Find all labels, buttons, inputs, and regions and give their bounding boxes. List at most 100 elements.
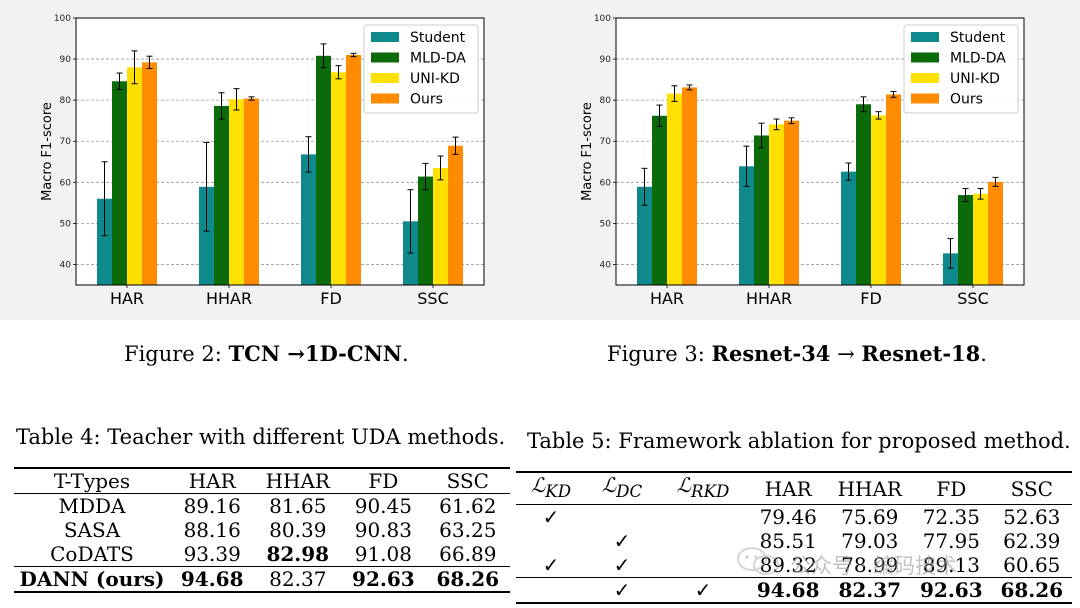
table-5-header-row: ℒKD ℒDC ℒRKD HAR HHAR FD SSC bbox=[516, 472, 1072, 505]
legend-label: Ours bbox=[950, 92, 983, 108]
y-tick-label: 40 bbox=[600, 260, 612, 270]
bar-uni-kd-har bbox=[667, 93, 682, 285]
table-cell: SASA bbox=[63, 518, 121, 542]
table-5-header-lrkd: ℒRKD bbox=[658, 472, 748, 505]
legend-label: UNI-KD bbox=[950, 71, 1000, 87]
table-cell: 61.62 bbox=[439, 494, 497, 518]
table-cell: 80.39 bbox=[269, 518, 327, 542]
loss-symbol: ℒ bbox=[676, 473, 692, 497]
legend-swatch bbox=[911, 52, 939, 63]
y-axis-label: Macro F1-score bbox=[40, 102, 55, 201]
table-cell: 91.08 bbox=[354, 542, 412, 566]
bar-uni-kd-ssc bbox=[973, 193, 988, 285]
legend-swatch bbox=[371, 52, 399, 63]
table-4-header-row: T-Types HAR HHAR FD SSC bbox=[14, 468, 510, 494]
bar-student-har bbox=[637, 186, 652, 285]
table-4-header: FD bbox=[368, 469, 399, 493]
bar-mld-da-hhar bbox=[754, 135, 769, 285]
table-5-header-lkd: ℒKD bbox=[516, 472, 586, 505]
bar-uni-kd-fd bbox=[331, 72, 346, 286]
legend-swatch bbox=[911, 32, 939, 42]
table-row: SASA 88.16 80.39 90.83 63.25 bbox=[14, 518, 510, 542]
legend-label: Ours bbox=[410, 92, 443, 108]
table-cell: 93.39 bbox=[183, 542, 241, 566]
x-tick-label: SSC bbox=[957, 289, 988, 308]
table-cell: 92.63 bbox=[920, 578, 983, 602]
table-4: T-Types HAR HHAR FD SSC MDDA 89.16 81.65… bbox=[14, 467, 510, 593]
wechat-watermark-icon bbox=[737, 547, 779, 575]
table-cell: 60.65 bbox=[1003, 553, 1061, 577]
table-row: DANN (ours) 94.68 82.37 92.63 68.26 bbox=[14, 566, 510, 592]
bar-mld-da-fd bbox=[856, 104, 871, 285]
table-cell: 88.16 bbox=[183, 518, 241, 542]
bar-mld-da-fd bbox=[316, 55, 331, 285]
bar-mld-da-har bbox=[652, 115, 667, 285]
table-cell: ✓ bbox=[694, 578, 712, 602]
bar-mld-da-ssc bbox=[958, 195, 973, 285]
bar-uni-kd-har bbox=[127, 67, 142, 286]
figure-3-caption-bold-b: Resnet-18 bbox=[861, 341, 981, 366]
table-row: ✓ ✓ 94.68 82.37 92.63 68.26 bbox=[516, 577, 1072, 604]
legend-label: MLD-DA bbox=[410, 51, 466, 67]
table-4-header: HAR bbox=[188, 469, 236, 493]
bar-student-ssc bbox=[943, 253, 958, 285]
table-cell: ✓ bbox=[542, 553, 560, 577]
bar-ours-hhar bbox=[784, 120, 799, 285]
legend-swatch bbox=[371, 32, 399, 42]
table-cell: 72.35 bbox=[922, 505, 980, 529]
figure-2-caption-prefix: Figure 2: bbox=[124, 342, 229, 366]
y-tick-label: 80 bbox=[600, 96, 612, 106]
bar-uni-kd-hhar bbox=[229, 99, 244, 285]
figure-3-caption: Figure 3: Resnet-34 → Resnet-18. bbox=[607, 341, 987, 366]
figure-3: 40 50 60 70 80 90 100 HAR HHAR FD SSC Macro F1-scor… bbox=[540, 0, 1080, 320]
table-cell bbox=[516, 529, 586, 553]
x-tick-label: HAR bbox=[650, 289, 684, 308]
table-cell: 79.03 bbox=[841, 529, 899, 553]
bar-student-hhar bbox=[739, 166, 754, 285]
figure-3-caption-suffix: . bbox=[980, 342, 987, 366]
table-cell: 75.69 bbox=[841, 505, 899, 529]
loss-subscript: KD bbox=[545, 482, 572, 501]
bar-ours-har bbox=[142, 62, 157, 286]
table-cell bbox=[658, 505, 748, 530]
bar-uni-kd-ssc bbox=[433, 167, 448, 285]
table-cell: ✓ bbox=[613, 578, 631, 602]
table-cell: 62.39 bbox=[1003, 529, 1061, 553]
table-5-header-ldc: ℒDC bbox=[586, 472, 658, 505]
table-cell: 89.13 bbox=[922, 553, 980, 577]
y-tick-label: 60 bbox=[60, 178, 72, 188]
y-tick-label: 90 bbox=[600, 55, 612, 65]
table-cell: DANN (ours) bbox=[19, 567, 165, 591]
figure-3-caption-bold-a: Resnet-34 bbox=[711, 341, 831, 366]
plot-frame bbox=[615, 17, 1025, 286]
table-cell bbox=[658, 553, 748, 578]
table-cell bbox=[658, 529, 748, 553]
y-tick-label: 70 bbox=[600, 137, 612, 147]
figure-2-caption-suffix: . bbox=[402, 342, 409, 366]
table-4-header: T-Types bbox=[53, 469, 131, 493]
x-tick-label: HAR bbox=[110, 289, 144, 308]
table-cell bbox=[516, 578, 586, 604]
bar-ours-hhar bbox=[244, 98, 259, 285]
table-row: CoDATS 93.39 82.98 91.08 66.89 bbox=[14, 542, 510, 567]
figure-3-caption-arrow: → bbox=[830, 342, 862, 366]
figure-2-chart: 40 50 60 70 80 90 100 HAR HHAR FD SSC Macro F1-scor… bbox=[40, 14, 485, 308]
table-cell: 90.83 bbox=[354, 518, 412, 542]
loss-subscript: DC bbox=[616, 482, 643, 501]
bar-ours-ssc bbox=[988, 181, 1003, 285]
legend-label: Student bbox=[410, 30, 466, 46]
y-tick-label: 50 bbox=[60, 219, 72, 229]
bar-ours-fd bbox=[886, 94, 901, 285]
y-tick-label: 80 bbox=[60, 96, 72, 106]
bar-mld-da-ssc bbox=[418, 176, 433, 285]
table-4-header: HHAR bbox=[265, 469, 330, 493]
bar-student-fd bbox=[841, 171, 856, 285]
loss-subscript: RKD bbox=[691, 482, 730, 501]
table-cell: 81.65 bbox=[269, 494, 327, 518]
table-row: ✓ 79.46 75.69 72.35 52.63 bbox=[516, 505, 1072, 530]
bar-mld-da-har bbox=[112, 81, 127, 286]
figure-3-chart: 40 50 60 70 80 90 100 HAR HHAR FD SSC Macro F1-scor… bbox=[580, 14, 1025, 308]
table-4-header: SSC bbox=[446, 469, 489, 493]
bar-ours-har bbox=[682, 87, 697, 285]
table-cell: 82.37 bbox=[838, 578, 902, 602]
